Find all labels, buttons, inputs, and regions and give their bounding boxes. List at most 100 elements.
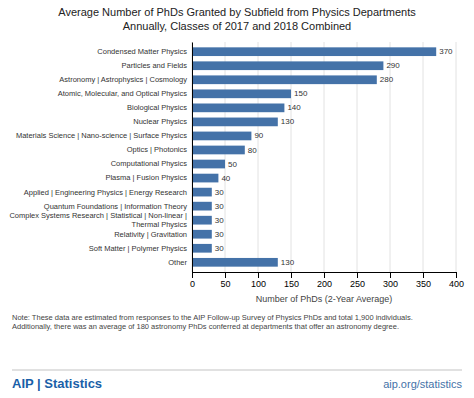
y-tick: Biological Physics — [127, 103, 192, 112]
text-line: Nuclear Physics — [133, 117, 187, 126]
text-line: Quantum Foundations | Information Theory — [44, 202, 187, 211]
text-line: Plasma | Fusion Physics — [105, 173, 187, 182]
y-tick: Astronomy | Astrophysics | Cosmology — [59, 75, 192, 84]
data-label: 30 — [215, 202, 224, 211]
x-tick-label: 200 — [317, 279, 332, 289]
data-label: 150 — [294, 89, 308, 98]
text-line: Other — [168, 258, 187, 267]
grid-line — [456, 42, 457, 272]
y-tick-label: Materials Science | Nano-science | Surfa… — [16, 131, 187, 140]
data-label: 140 — [287, 103, 301, 112]
note: Additionally, there was an average of 18… — [12, 322, 399, 331]
bar — [192, 146, 245, 155]
footer-link: aip.org/statistics — [383, 378, 462, 390]
data-label: 290 — [386, 61, 400, 70]
x-tick-label: 100 — [251, 279, 266, 289]
data-label: 30 — [215, 216, 224, 225]
x-tick-mark — [357, 272, 358, 278]
x-tick: 200 — [317, 272, 332, 289]
bar — [192, 47, 436, 56]
text-line: Soft Matter | Polymer Physics — [89, 244, 187, 253]
y-tick-label: Other — [168, 258, 187, 267]
y-axis: Other Soft Matter | Polymer Physics Relati… — [9, 43, 192, 273]
x-tick-mark — [291, 272, 292, 278]
data-label: 30 — [215, 230, 224, 239]
text-line: Computational Physics — [111, 159, 188, 168]
y-tick: Relativity | Gravitation — [114, 230, 192, 239]
text-line: Additionally, there was an average of 18… — [12, 322, 399, 331]
x-tick-label: 250 — [350, 279, 365, 289]
text-line: Materials Science | Nano-science | Surfa… — [16, 131, 187, 140]
x-tick-label: 300 — [383, 279, 398, 289]
text-line: Relativity | Gravitation — [114, 230, 187, 239]
text-line: Particles and Fields — [122, 61, 188, 70]
y-tick-label: Optics | Photonics — [127, 145, 188, 154]
x-tick-mark — [390, 272, 391, 278]
y-tick-label: Applied | Engineering Physics | Energy R… — [24, 188, 187, 197]
bar — [192, 61, 383, 70]
bar — [192, 174, 218, 183]
x-tick-mark — [324, 272, 325, 278]
y-tick-label: Atomic, Molecular, and Optical Physics — [58, 89, 187, 98]
x-tick-label: 0 — [190, 279, 195, 289]
text-line: Astronomy | Astrophysics | Cosmology — [59, 75, 187, 84]
x-axis-title: Number of PhDs (2-Year Average) — [256, 294, 393, 304]
data-label: 40 — [221, 174, 230, 183]
text-line: Applied | Engineering Physics | Energy R… — [24, 188, 187, 197]
text-line: Atomic, Molecular, and Optical Physics — [58, 89, 187, 98]
x-tick: 150 — [284, 272, 299, 289]
data-label: 30 — [215, 188, 224, 197]
y-tick-label: Condensed Matter Physics — [97, 47, 187, 56]
y-tick: Particles and Fields — [122, 61, 192, 70]
bar — [192, 202, 212, 211]
x-tick-mark — [258, 272, 259, 278]
x-tick: 0 — [190, 272, 195, 289]
footer-brand: AIP | Statistics — [12, 376, 102, 391]
x-tick: 250 — [350, 272, 365, 289]
y-tick: Atomic, Molecular, and Optical Physics — [58, 89, 192, 98]
y-tick-label: Nuclear Physics — [133, 117, 187, 126]
x-tick-mark — [192, 272, 193, 278]
y-tick: Other — [168, 258, 192, 267]
y-tick-label: Particles and Fields — [122, 61, 188, 70]
footer-divider — [12, 370, 462, 371]
x-tick-label: 50 — [220, 279, 230, 289]
plot-area: 1303030303030405080901301401502802903700… — [9, 42, 464, 304]
y-tick: Optics | Photonics — [127, 145, 192, 154]
y-tick: Nuclear Physics — [133, 117, 192, 126]
bar — [192, 244, 212, 253]
data-label: 130 — [281, 258, 295, 267]
data-label: 50 — [228, 160, 237, 169]
bar — [192, 160, 225, 169]
y-tick-label: Soft Matter | Polymer Physics — [89, 244, 187, 253]
x-tick: 350 — [416, 272, 431, 289]
grid-line — [192, 42, 193, 272]
bar — [192, 216, 212, 225]
text-line: Condensed Matter Physics — [97, 47, 187, 56]
y-tick: Applied | Engineering Physics | Energy R… — [24, 188, 192, 197]
bar — [192, 230, 212, 239]
note: Note: These data are estimated from resp… — [12, 313, 413, 322]
y-tick: Condensed Matter Physics — [97, 47, 192, 56]
bar — [192, 188, 212, 197]
y-tick: Computational Physics — [111, 159, 192, 168]
x-tick-label: 400 — [449, 279, 464, 289]
text-line: Thermal Physics — [132, 220, 188, 229]
y-tick: Plasma | Fusion Physics — [105, 173, 192, 182]
text-line: Biological Physics — [127, 103, 187, 112]
subtitle: Annually, Classes of 2017 and 2018 Combi… — [123, 20, 352, 32]
y-tick-label: Quantum Foundations | Information Theory — [44, 202, 187, 211]
title: Average Number of PhDs Granted by Subfie… — [58, 6, 416, 18]
x-tick: 300 — [383, 272, 398, 289]
bar — [192, 89, 291, 98]
text-line: Optics | Photonics — [127, 145, 188, 154]
x-axis: 0 50 100 150 200 250 300 350 400 — [190, 272, 464, 289]
y-tick-label: Complex Systems Research | Statistical |… — [9, 211, 187, 228]
y-tick: Materials Science | Nano-science | Surfa… — [16, 131, 192, 140]
x-tick-label: 350 — [416, 279, 431, 289]
y-tick-label: Astronomy | Astrophysics | Cosmology — [59, 75, 187, 84]
data-label: 90 — [254, 131, 263, 140]
bar — [192, 104, 284, 113]
y-tick-label: Computational Physics — [111, 159, 188, 168]
grid-line — [423, 42, 424, 272]
